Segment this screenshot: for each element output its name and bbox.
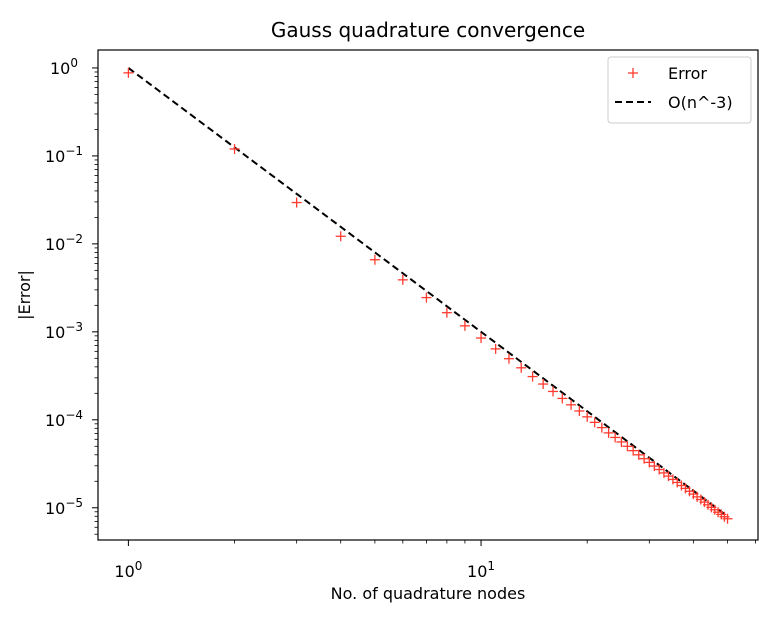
plot-frame [97, 49, 759, 541]
legend-box [607, 56, 752, 124]
data-point-error [441, 307, 452, 318]
data-point-error [644, 457, 655, 468]
data-point-error [603, 427, 614, 438]
data-point-error [582, 411, 593, 422]
data-point-error [335, 231, 346, 242]
data-point-error [589, 417, 600, 428]
x-axis-label: No. of quadrature nodes [331, 584, 526, 603]
series-line-layer [127, 67, 729, 518]
data-point-error [616, 436, 627, 447]
legend: Error O(n^-3) [607, 56, 752, 124]
data-point-error [622, 441, 633, 452]
series-line-fit [127, 67, 729, 518]
data-point-error [548, 386, 559, 397]
y-tick-label: 10−4 [45, 408, 83, 430]
legend-label-fit: O(n^-3) [668, 93, 733, 112]
data-point-error [538, 379, 549, 390]
series-marker-layer [123, 67, 733, 524]
data-point-error [503, 353, 514, 364]
data-point-error [397, 274, 408, 285]
y-tick-label: 10−2 [45, 232, 83, 254]
y-tick-label: 10−1 [45, 144, 83, 166]
y-tick-layer: 100 10−1 10−2 10−3 10−4 10−5 [45, 56, 98, 535]
data-point-error [557, 393, 568, 404]
data-point-error [610, 432, 621, 443]
data-point-error [291, 197, 302, 208]
data-point-error [459, 320, 470, 331]
data-point-error [516, 362, 527, 373]
data-point-error [421, 292, 432, 303]
data-point-error [639, 453, 650, 464]
data-point-error [123, 67, 134, 78]
data-point-error [527, 371, 538, 382]
data-point-error [490, 343, 501, 354]
y-axis-label: |Error| [15, 270, 34, 320]
y-tick-label: 100 [50, 56, 78, 78]
data-point-error [596, 422, 607, 433]
x-tick-label: 100 [114, 559, 142, 581]
data-point-error [628, 445, 639, 456]
data-point-error [722, 513, 733, 524]
data-point-error [476, 333, 487, 344]
x-tick-label: 101 [467, 559, 495, 581]
legend-marker-error [628, 68, 638, 78]
data-point-error [574, 405, 585, 416]
y-tick-label: 10−5 [45, 496, 83, 518]
data-point-error [369, 254, 380, 265]
chart-title: Gauss quadrature convergence [271, 18, 585, 42]
x-tick-layer: 100 101 [114, 540, 756, 581]
y-tick-label: 10−3 [45, 320, 83, 342]
data-point-error [633, 449, 644, 460]
legend-label-error: Error [668, 64, 707, 83]
data-point-error [566, 399, 577, 410]
data-point-error [229, 143, 240, 154]
